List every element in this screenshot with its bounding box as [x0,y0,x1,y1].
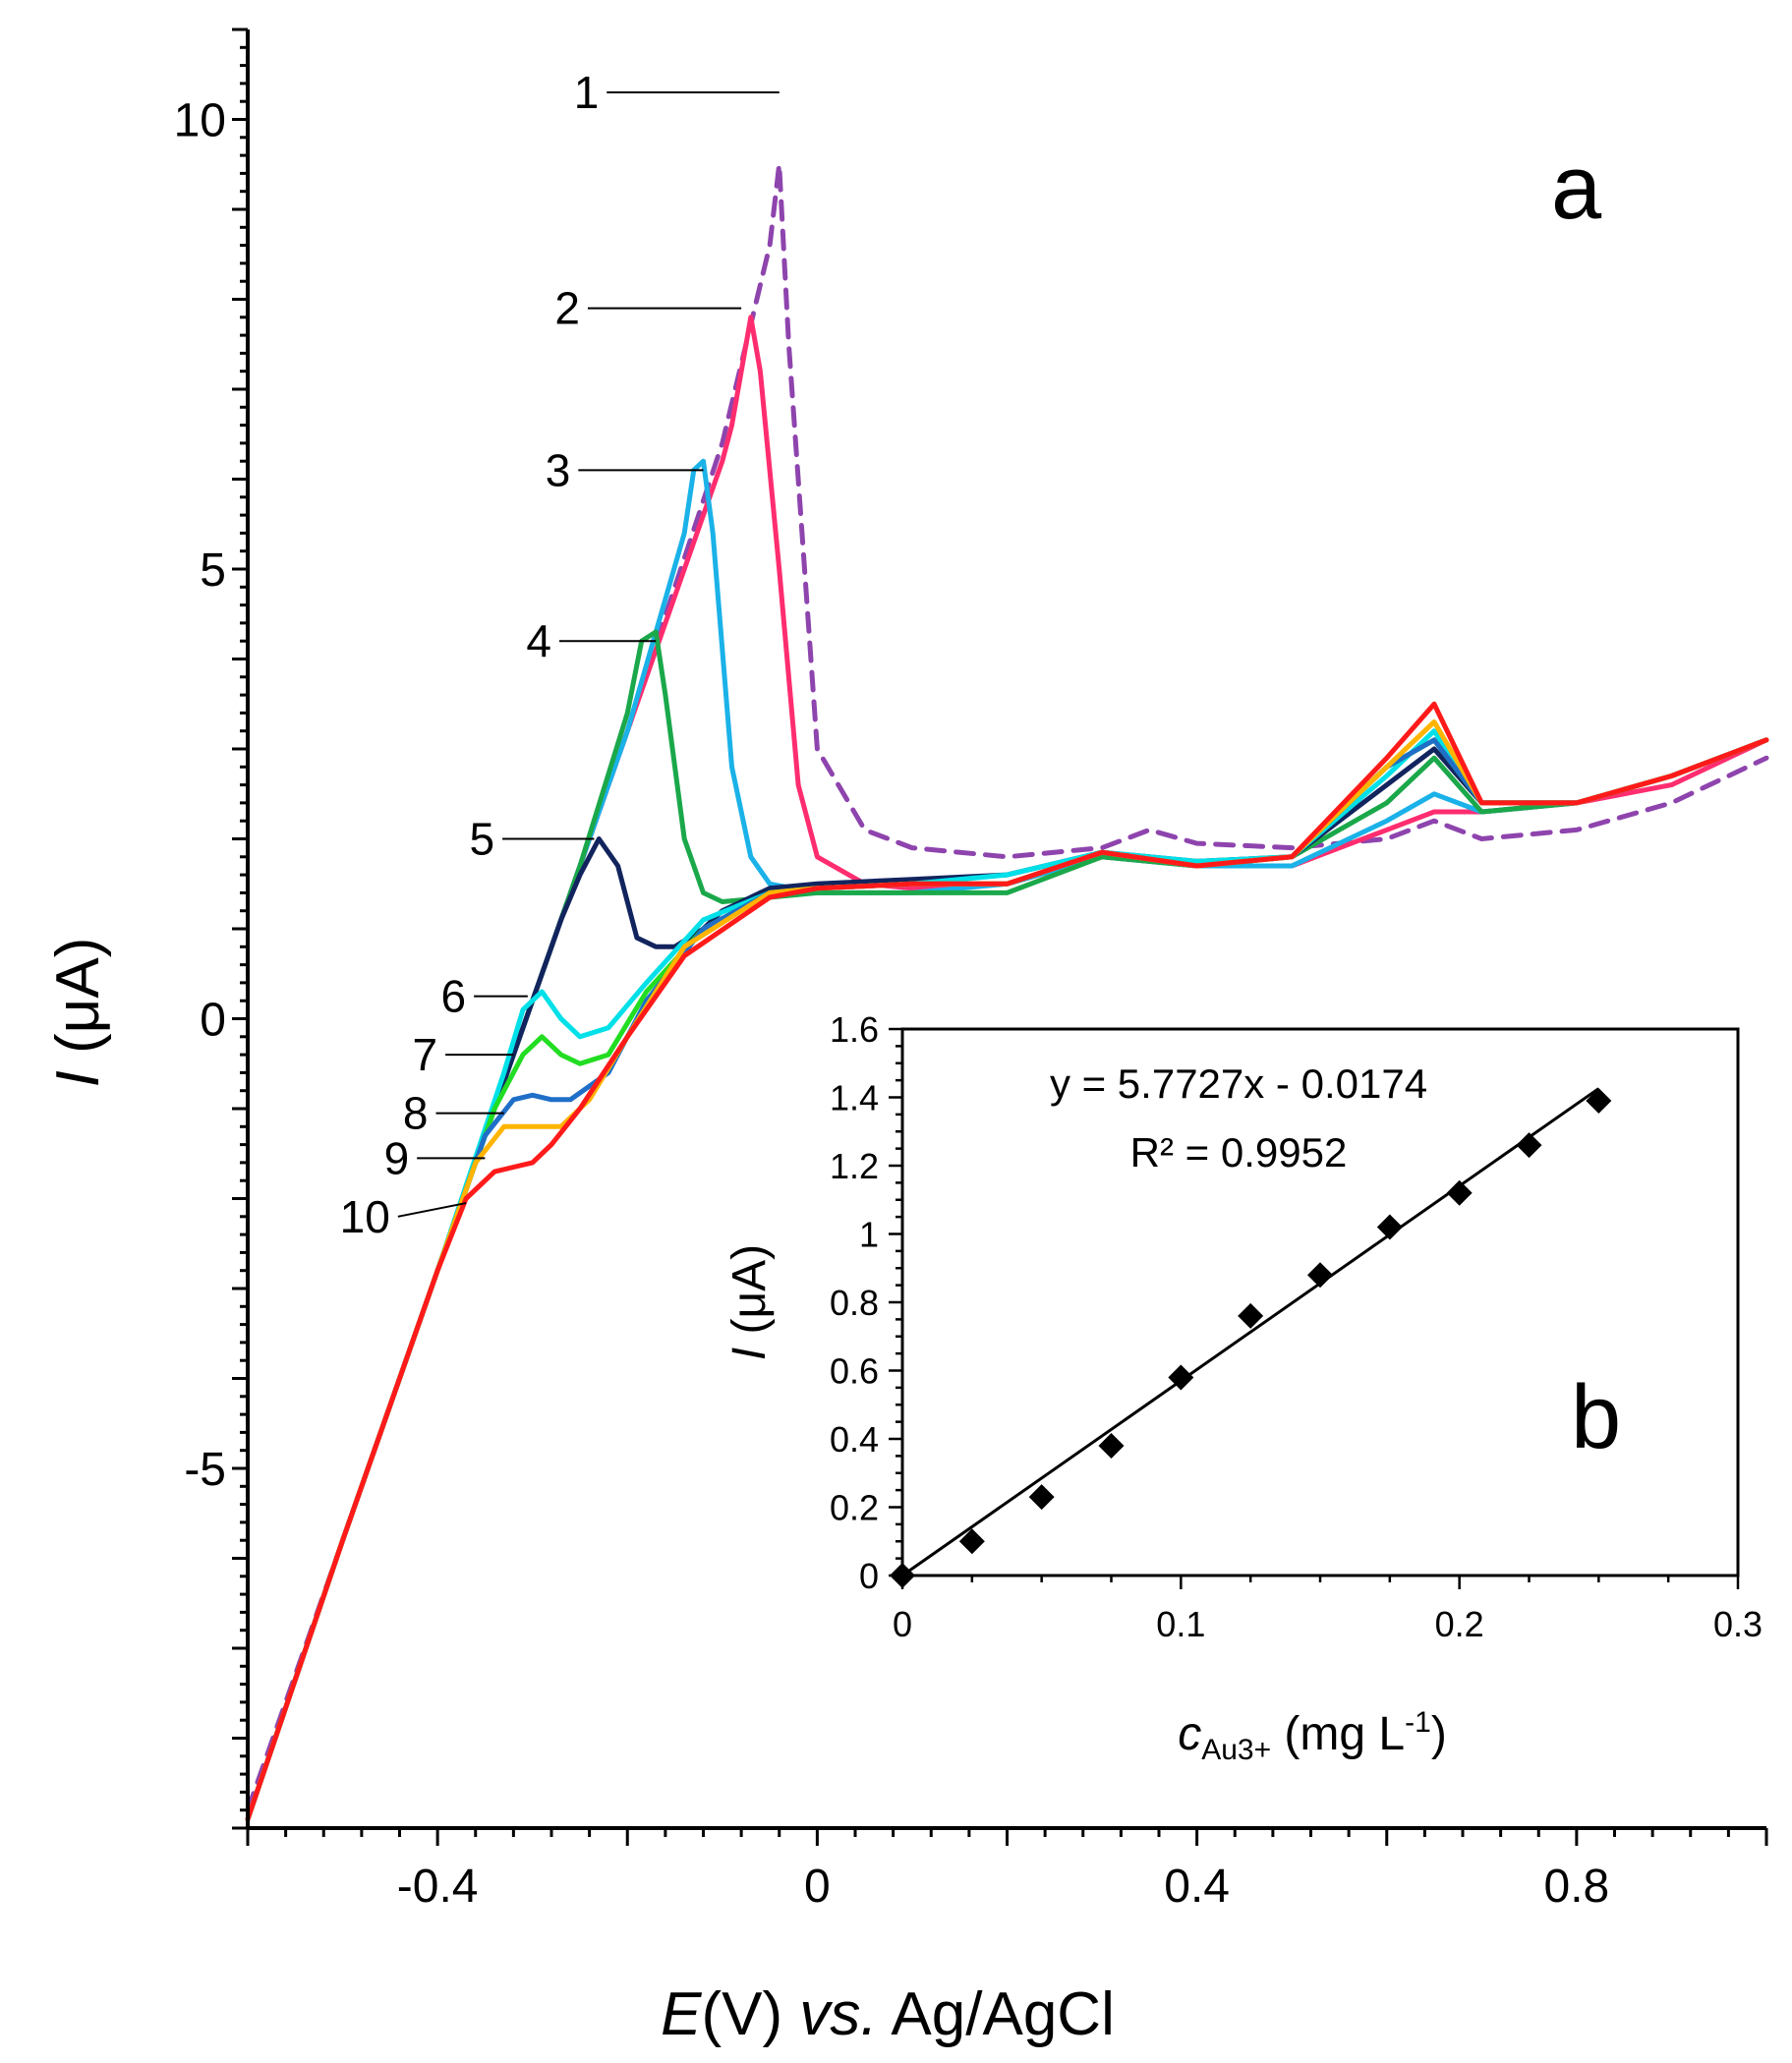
curve-label-8: 8 [403,1088,429,1139]
data-point [1168,1364,1194,1391]
fit-r-squared: R² = 0.9952 [1130,1129,1348,1175]
curve-label-6: 6 [441,971,467,1022]
data-point [1238,1302,1264,1329]
fit-equation: y = 5.7727x - 0.0174 [1050,1060,1427,1107]
inset-y-tick-label: 1.2 [830,1146,879,1186]
panel-label-a: a [1551,138,1602,238]
x-tick-label: 0 [804,1861,831,1913]
y-tick-label: 10 [174,95,226,147]
inset-y-tick-label: 1 [859,1215,879,1255]
fit-line [901,1087,1600,1577]
inset-y-tick-label: 0 [859,1556,879,1596]
callout-line-10 [397,1202,467,1218]
inset-points [890,1087,1612,1588]
x-tick-label: 0.8 [1544,1861,1610,1913]
x-tick-label: -0.4 [397,1861,479,1913]
y-tick-label: 5 [200,544,226,597]
data-point [1098,1432,1125,1459]
main-curves [245,161,1769,1822]
inset-y-tick-label: 0.6 [830,1351,879,1392]
inset-frame [900,1027,1740,1577]
curve-label-9: 9 [384,1132,410,1183]
data-point [1376,1214,1403,1240]
curve-label-10: 10 [340,1191,390,1242]
inset-y-axis-title: I (μA) [723,1244,776,1360]
inset-x-tick-label: 0.1 [1156,1604,1205,1644]
curve-label-7: 7 [413,1029,438,1080]
curve-label-1: 1 [574,67,600,118]
main-x-axis-title: E(V) vs. Ag/AgCl [661,1980,1115,2048]
data-point [890,1563,915,1588]
y-tick-label: 0 [200,995,226,1047]
inset-y-tick-label: 0.8 [830,1283,879,1323]
y-tick-label: -5 [184,1444,226,1496]
data-point [1516,1132,1542,1159]
inset-y-tick-label: 0.2 [830,1488,879,1528]
panel-label-b: b [1571,1367,1621,1467]
x-tick-label: 0.4 [1164,1861,1230,1913]
inset-axes: 0 0.2 0.4 0.6 0.8 1 1.2 1.4 1.6 0 0.1 0.2 0.3 [830,1009,1763,1644]
inset-x-tick-label: 0.2 [1435,1604,1484,1644]
data-point [1446,1179,1473,1206]
series-line-10 [245,701,1769,1822]
inset-y-tick-label: 0.4 [830,1419,879,1460]
inset-y-tick-label: 1.6 [830,1009,879,1050]
inset-plot: 0 0.2 0.4 0.6 0.8 1 1.2 1.4 1.6 0 0.1 0.2 0.3 y = 5.… [723,1009,1763,1766]
curve-label-3: 3 [546,444,571,495]
data-point [1028,1484,1055,1511]
curve-label-5: 5 [469,814,494,865]
curve-label-4: 4 [526,615,551,666]
data-point [1586,1087,1612,1114]
series-line-5 [245,737,1769,1822]
inset-x-tick-label: 0 [893,1604,912,1644]
inset-x-tick-label: 0.3 [1713,1604,1763,1644]
data-point [1307,1262,1333,1289]
curve-label-2: 2 [554,283,580,334]
inset-x-axis-title: cAu3+ (mg L-1) [1178,1706,1447,1766]
data-point [958,1528,985,1555]
main-y-axis-title: I (μA) [44,938,112,1088]
inset-y-tick-label: 1.4 [830,1078,879,1118]
